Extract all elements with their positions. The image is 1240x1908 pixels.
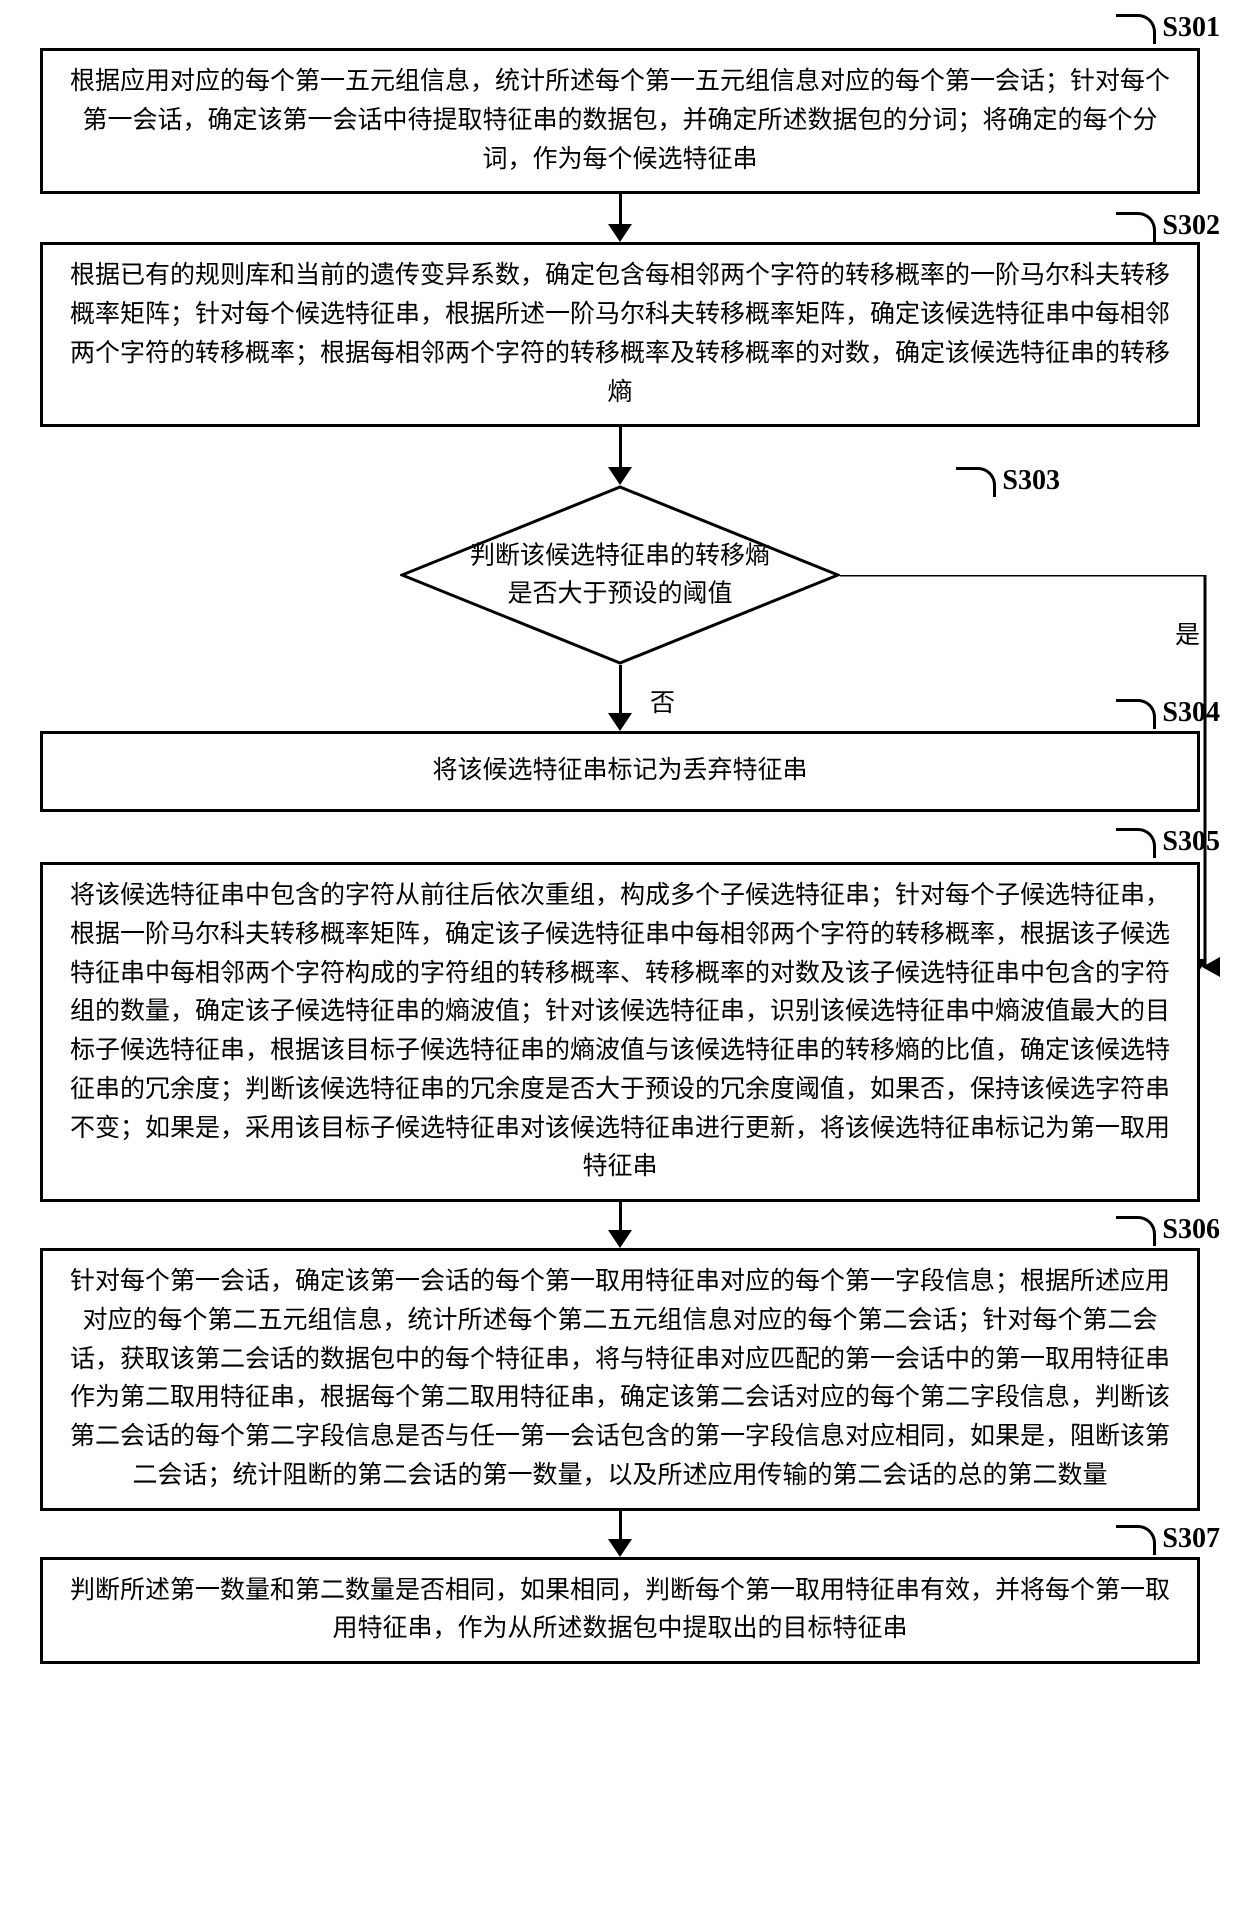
step-label-s307: S307 <box>1116 1523 1220 1555</box>
step-box-s305: 将该候选特征串中包含的字符从前往后依次重组，构成多个子候选特征串；针对每个子候选… <box>40 862 1200 1202</box>
decision-diamond-s303: 判断该候选特征串的转移熵是否大于预设的阈值 <box>400 485 840 665</box>
step-label-s301: S301 <box>1116 12 1220 44</box>
step-s305-row: 将该候选特征串中包含的字符从前往后依次重组，构成多个子候选特征串；针对每个子候选… <box>20 862 1220 1202</box>
step-label-text: S305 <box>1162 826 1220 857</box>
arrow-s303-s304-no: 否 <box>20 665 1220 731</box>
step-label-s304: S304 <box>1116 697 1220 729</box>
step-label-s306: S306 <box>1116 1214 1220 1246</box>
gap-s304-s305: S305 <box>20 812 1220 862</box>
step-label-s303: S303 <box>956 465 1060 497</box>
step-label-text: S302 <box>1162 210 1220 241</box>
step-s302-row: S302 根据已有的规则库和当前的遗传变异系数，确定包含每相邻两个字符的转移概率… <box>20 242 1220 427</box>
flowchart-container: S301 根据应用对应的每个第一五元组信息，统计所述每个第一五元组信息对应的每个… <box>20 20 1220 1664</box>
step-text: 将该候选特征串中包含的字符从前往后依次重组，构成多个子候选特征串；针对每个子候选… <box>70 882 1170 1180</box>
label-hook-icon <box>1116 1525 1156 1555</box>
decision-text: 判断该候选特征串的转移熵是否大于预设的阈值 <box>460 538 780 613</box>
step-label-text: S307 <box>1162 1523 1220 1554</box>
step-box-s302: 根据已有的规则库和当前的遗传变异系数，确定包含每相邻两个字符的转移概率的一阶马尔… <box>40 242 1200 427</box>
step-text: 根据已有的规则库和当前的遗传变异系数，确定包含每相邻两个字符的转移概率的一阶马尔… <box>70 262 1170 405</box>
label-hook-icon <box>1116 699 1156 729</box>
step-box-s306: 针对每个第一会话，确定该第一会话的每个第一取用特征串对应的每个第一字段信息；根据… <box>40 1248 1200 1511</box>
step-label-text: S306 <box>1162 1214 1220 1245</box>
label-hook-icon <box>1116 14 1156 44</box>
step-text: 针对每个第一会话，确定该第一会话的每个第一取用特征串对应的每个第一字段信息；根据… <box>70 1268 1170 1489</box>
step-box-s304: 将该候选特征串标记为丢弃特征串 <box>40 731 1200 812</box>
step-s304-row: S304 将该候选特征串标记为丢弃特征串 <box>20 731 1220 812</box>
step-text: 判断所述第一数量和第二数量是否相同，如果相同，判断每个第一取用特征串有效，并将每… <box>70 1577 1170 1643</box>
arrow-s305-s306 <box>20 1202 1220 1248</box>
label-hook-icon <box>1116 1216 1156 1246</box>
step-label-s302: S302 <box>1116 210 1220 242</box>
step-s306-row: S306 针对每个第一会话，确定该第一会话的每个第一取用特征串对应的每个第一字段… <box>20 1248 1220 1511</box>
yes-branch-arrowhead-icon <box>1200 952 1230 982</box>
arrow-s306-s307 <box>20 1511 1220 1557</box>
step-label-text: S303 <box>1002 465 1060 496</box>
branch-label-yes: 是 <box>1175 615 1200 651</box>
label-hook-icon <box>956 467 996 497</box>
step-label-text: S301 <box>1162 12 1220 43</box>
step-box-s301: 根据应用对应的每个第一五元组信息，统计所述每个第一五元组信息对应的每个第一会话；… <box>40 48 1200 194</box>
step-text: 根据应用对应的每个第一五元组信息，统计所述每个第一五元组信息对应的每个第一会话；… <box>70 68 1170 173</box>
label-hook-icon <box>1116 828 1156 858</box>
step-s303-row: S303 判断该候选特征串的转移熵是否大于预设的阈值 是 <box>20 485 1220 665</box>
step-label-text: S304 <box>1162 697 1220 728</box>
step-box-s307: 判断所述第一数量和第二数量是否相同，如果相同，判断每个第一取用特征串有效，并将每… <box>40 1557 1200 1665</box>
label-hook-icon <box>1116 212 1156 242</box>
step-s301-row: S301 根据应用对应的每个第一五元组信息，统计所述每个第一五元组信息对应的每个… <box>20 20 1220 194</box>
step-text: 将该候选特征串标记为丢弃特征串 <box>432 757 807 784</box>
branch-label-no: 否 <box>650 683 675 719</box>
arrow-s301-s302 <box>20 194 1220 242</box>
step-s307-row: S307 判断所述第一数量和第二数量是否相同，如果相同，判断每个第一取用特征串有… <box>20 1557 1220 1665</box>
step-label-s305: S305 <box>1116 826 1220 858</box>
